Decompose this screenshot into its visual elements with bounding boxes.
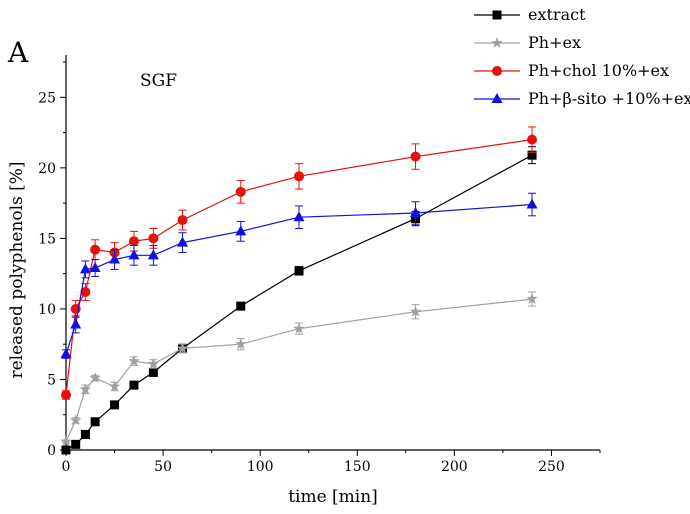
legend-marker-star: [491, 37, 503, 48]
data-point: [90, 244, 101, 255]
data-point: [108, 380, 121, 392]
legend-marker-circle: [492, 66, 502, 76]
x-axis-title: time [min]: [288, 487, 378, 507]
series-1: [60, 291, 538, 447]
legend-label: Ph+β-sito +10%+ex: [528, 89, 690, 108]
y-tick-label: 20: [38, 161, 56, 177]
data-point: [294, 266, 304, 276]
data-point: [235, 186, 246, 197]
series-2: [61, 126, 538, 400]
data-point: [235, 338, 247, 350]
data-point: [177, 236, 189, 247]
data-point: [79, 383, 92, 395]
legend-marker-square: [492, 10, 502, 20]
data-point: [89, 262, 101, 273]
data-point: [177, 215, 188, 226]
data-point: [128, 236, 139, 247]
data-point: [80, 287, 91, 297]
legend-item: extract: [474, 5, 586, 24]
x-tick-label: 150: [344, 459, 371, 475]
legend-label: Ph+chol 10%+ex: [528, 61, 669, 80]
data-point: [147, 357, 160, 369]
data-point: [294, 171, 305, 182]
data-point: [526, 198, 538, 209]
data-point: [70, 318, 82, 329]
data-point: [128, 249, 140, 260]
y-tick-label: 5: [47, 372, 56, 388]
data-point: [527, 150, 537, 160]
legend-marker-triangle: [491, 93, 503, 103]
series-3: [60, 192, 538, 359]
legend-item: Ph+ex: [474, 33, 581, 52]
data-point: [90, 417, 100, 427]
data-point: [89, 372, 101, 383]
legend-label: extract: [528, 5, 586, 24]
data-point: [79, 263, 91, 274]
data-point: [128, 355, 140, 366]
data-point: [293, 211, 305, 222]
y-axis-title: released polyphenols [%]: [7, 161, 27, 378]
data-point: [60, 348, 72, 359]
data-point: [410, 151, 421, 162]
series-line: [65, 154, 533, 451]
data-point: [176, 342, 189, 354]
y-tick-label: 0: [47, 443, 56, 459]
data-point: [147, 249, 159, 260]
data-point: [129, 380, 139, 390]
data-point: [71, 439, 81, 449]
legend-item: Ph+chol 10%+ex: [474, 61, 669, 80]
data-point: [110, 400, 120, 410]
data-point: [70, 414, 82, 426]
series-layer: [60, 126, 538, 455]
legend-label: Ph+ex: [528, 33, 581, 52]
data-point: [80, 429, 90, 439]
data-point: [109, 253, 121, 264]
data-point: [409, 305, 422, 317]
y-tick-label: 15: [38, 231, 56, 247]
data-point: [61, 389, 71, 400]
data-point: [61, 445, 71, 455]
legend: extract Ph+ex Ph+chol 10%+ex Ph+β-sito +…: [474, 5, 690, 108]
data-point: [527, 134, 538, 145]
x-tick-label: 100: [247, 459, 274, 475]
x-tick-label: 0: [62, 459, 71, 475]
panel-label: A: [7, 36, 29, 69]
data-point: [148, 233, 159, 244]
series-0: [61, 146, 537, 455]
series-line: [65, 203, 533, 355]
axes: 0 50 100 150 200 250 0 5 10 15 20 25: [38, 55, 601, 475]
data-point: [148, 367, 158, 377]
chart-annotation: SGF: [140, 71, 177, 91]
x-tick-label: 250: [538, 459, 565, 475]
x-tick-label: 50: [154, 459, 172, 475]
legend-item: Ph+β-sito +10%+ex: [474, 89, 690, 108]
data-point: [60, 435, 72, 447]
data-point: [293, 322, 305, 334]
series-line: [65, 298, 533, 442]
data-point: [235, 225, 247, 236]
data-point: [526, 293, 538, 304]
y-tick-label: 10: [38, 302, 56, 318]
x-tick-label: 200: [441, 459, 468, 475]
y-tick-label: 25: [38, 90, 56, 106]
data-point: [410, 207, 422, 217]
data-point: [236, 301, 246, 311]
